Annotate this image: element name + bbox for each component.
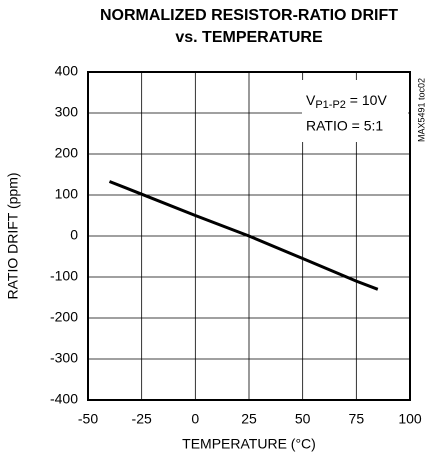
- y-tick-label: 0: [70, 227, 78, 243]
- y-tick-label: -300: [50, 350, 78, 366]
- y-tick-label: 300: [55, 104, 79, 120]
- y-tick-label: -100: [50, 268, 78, 284]
- y-tick-label: -200: [50, 309, 78, 325]
- annotation-text: = 10V: [346, 92, 388, 108]
- x-tick-label: 0: [191, 411, 199, 427]
- y-tick-label: -400: [50, 391, 78, 407]
- x-tick-label: -50: [78, 411, 98, 427]
- y-tick-label: 400: [55, 63, 79, 79]
- figure-id: MAX5491 toc02: [416, 78, 426, 142]
- plot-frame: [87, 71, 411, 401]
- y-axis-label: RATIO DRIFT (ppm): [5, 172, 21, 299]
- y-tick-label: 200: [55, 145, 79, 161]
- x-tick-label: 100: [398, 411, 422, 427]
- data-line: [108, 180, 379, 291]
- chart-title: NORMALIZED RESISTOR-RATIO DRIFT: [100, 7, 398, 24]
- annotation-subscript: P1-P2: [315, 99, 346, 111]
- x-tick-label: 25: [241, 411, 257, 427]
- annotation-box: [302, 80, 408, 142]
- x-axis-label: TEMPERATURE (°C): [182, 436, 316, 452]
- x-tick-label: -25: [132, 411, 152, 427]
- chart-title: vs. TEMPERATURE: [175, 29, 323, 46]
- y-tick-label: 100: [55, 186, 79, 202]
- annotation: VP1-P2 = 10V: [306, 92, 387, 111]
- annotation-text: V: [306, 92, 316, 108]
- annotation: RATIO = 5:1: [306, 118, 383, 134]
- x-tick-label: 50: [295, 411, 311, 427]
- x-tick-label: 75: [349, 411, 365, 427]
